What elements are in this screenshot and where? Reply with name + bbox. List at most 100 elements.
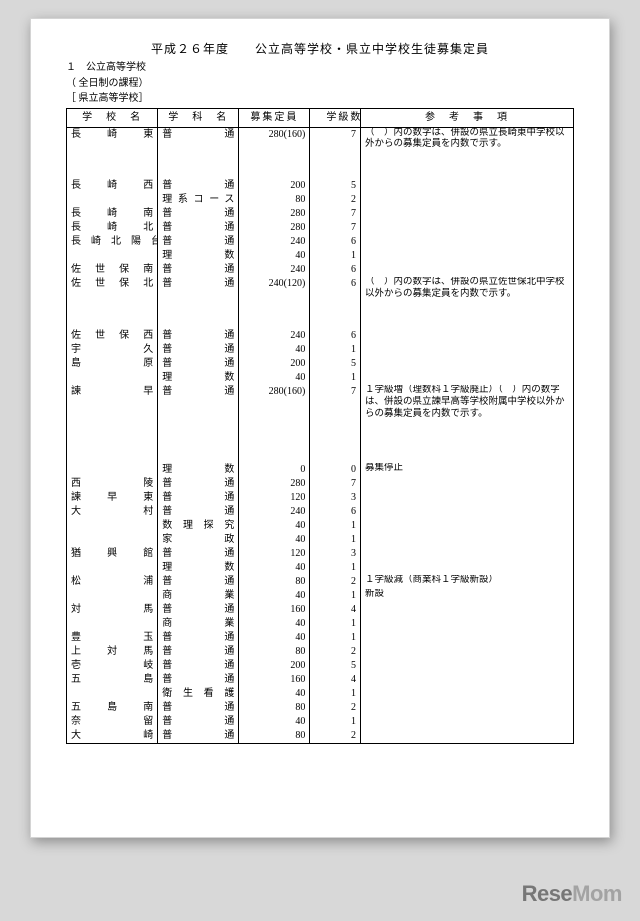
cell-school: [67, 435, 158, 449]
cell-cap: 40: [239, 561, 310, 575]
table-row: [67, 449, 574, 463]
cell-notes: [361, 561, 574, 575]
cell-school: 対 馬: [67, 603, 158, 617]
cell-cap: 40: [239, 343, 310, 357]
cell-notes: （ ）内の数字は、併設の県立長崎東中学校以外からの募集定員を内数で示す。: [361, 127, 574, 151]
cell-school: 諫 早 東: [67, 491, 158, 505]
cell-school: 佐 世 保 北: [67, 277, 158, 301]
cell-school: 佐 世 保 南: [67, 263, 158, 277]
cell-school: [67, 519, 158, 533]
cell-dept: 理 数: [158, 371, 239, 385]
cell-cap: 120: [239, 547, 310, 561]
cell-dept: [158, 421, 239, 435]
cell-cls: [310, 151, 361, 165]
table-row: 佐 世 保 北普 通240(120)6（ ）内の数字は、併設の県立佐世保北中学校…: [67, 277, 574, 301]
table-row: 商 業401新設: [67, 589, 574, 603]
table-row: 猶 興 館普 通1203: [67, 547, 574, 561]
cell-dept: [158, 151, 239, 165]
cell-cls: 4: [310, 673, 361, 687]
table-row: 壱 岐普 通2005: [67, 659, 574, 673]
cell-school: 長 崎 北: [67, 221, 158, 235]
cell-dept: 普 通: [158, 491, 239, 505]
cell-cap: 80: [239, 193, 310, 207]
cell-cls: 1: [310, 715, 361, 729]
cell-dept: 普 通: [158, 575, 239, 589]
cell-notes: [361, 729, 574, 744]
cell-cls: 2: [310, 729, 361, 744]
col-cap: 募集定員: [239, 108, 310, 127]
table-row: 佐 世 保 南普 通2406: [67, 263, 574, 277]
table-row: 佐 世 保 西普 通2406: [67, 329, 574, 343]
cell-cap: 160: [239, 603, 310, 617]
table-row: 理 数401: [67, 249, 574, 263]
cell-cls: [310, 165, 361, 179]
cell-dept: 普 通: [158, 263, 239, 277]
table-row: 長 崎 南普 通2807: [67, 207, 574, 221]
cell-dept: 数 理 探 究: [158, 519, 239, 533]
cell-cls: 6: [310, 329, 361, 343]
cell-cap: 40: [239, 371, 310, 385]
cell-cap: 40: [239, 519, 310, 533]
cell-dept: 普 通: [158, 603, 239, 617]
cell-cap: 240: [239, 263, 310, 277]
cell-dept: 普 通: [158, 631, 239, 645]
table-row: 理 数401: [67, 561, 574, 575]
cell-notes: [361, 235, 574, 249]
table-row: 宇 久普 通401: [67, 343, 574, 357]
cell-dept: 商 業: [158, 589, 239, 603]
cell-notes: 新設: [361, 589, 574, 603]
cell-cls: 2: [310, 193, 361, 207]
table-row: 五 島 南普 通802: [67, 701, 574, 715]
cell-notes: [361, 533, 574, 547]
table-row: 対 馬普 通1604: [67, 603, 574, 617]
cell-school: 大 崎: [67, 729, 158, 744]
cell-school: [67, 193, 158, 207]
cell-notes: [361, 179, 574, 193]
cell-cls: 1: [310, 249, 361, 263]
cell-cap: 280: [239, 221, 310, 235]
cell-notes: [361, 505, 574, 519]
cell-school: [67, 151, 158, 165]
cell-notes: [361, 193, 574, 207]
cell-dept: 普 通: [158, 329, 239, 343]
cell-notes: [361, 315, 574, 329]
cell-notes: [361, 301, 574, 315]
cell-cls: 3: [310, 491, 361, 505]
cell-cap: 40: [239, 589, 310, 603]
cell-cap: 200: [239, 659, 310, 673]
cell-cls: 0: [310, 463, 361, 477]
cell-cap: [239, 165, 310, 179]
cell-school: [67, 315, 158, 329]
cell-dept: 理 数: [158, 249, 239, 263]
table-row: 理 数401: [67, 371, 574, 385]
cell-cap: [239, 151, 310, 165]
table-row: 商 業401: [67, 617, 574, 631]
cell-cls: 2: [310, 645, 361, 659]
cell-notes: [361, 491, 574, 505]
cell-notes: [361, 207, 574, 221]
cell-dept: 普 通: [158, 221, 239, 235]
cell-school: 長 崎 東: [67, 127, 158, 151]
cell-cap: 240: [239, 505, 310, 519]
cell-school: [67, 301, 158, 315]
cell-notes: [361, 263, 574, 277]
cell-notes: [361, 165, 574, 179]
table-row: 衛 生 看 護401: [67, 687, 574, 701]
cell-dept: 商 業: [158, 617, 239, 631]
table-row: 長 崎 北 陽 台普 通2406: [67, 235, 574, 249]
cell-cls: 7: [310, 477, 361, 491]
cell-cap: 280(160): [239, 385, 310, 421]
cell-cap: 280: [239, 477, 310, 491]
cell-dept: 理 数: [158, 463, 239, 477]
watermark-part1: Rese: [522, 881, 573, 906]
cell-cap: 240: [239, 329, 310, 343]
cell-cap: 80: [239, 645, 310, 659]
table-row: 五 島普 通1604: [67, 673, 574, 687]
cell-cap: 280: [239, 207, 310, 221]
cell-school: 大 村: [67, 505, 158, 519]
subhead-2: （ 全日制の課程）: [66, 77, 574, 91]
cell-cls: 1: [310, 631, 361, 645]
cell-dept: 理系コース: [158, 193, 239, 207]
cell-cap: 40: [239, 249, 310, 263]
cell-school: [67, 589, 158, 603]
